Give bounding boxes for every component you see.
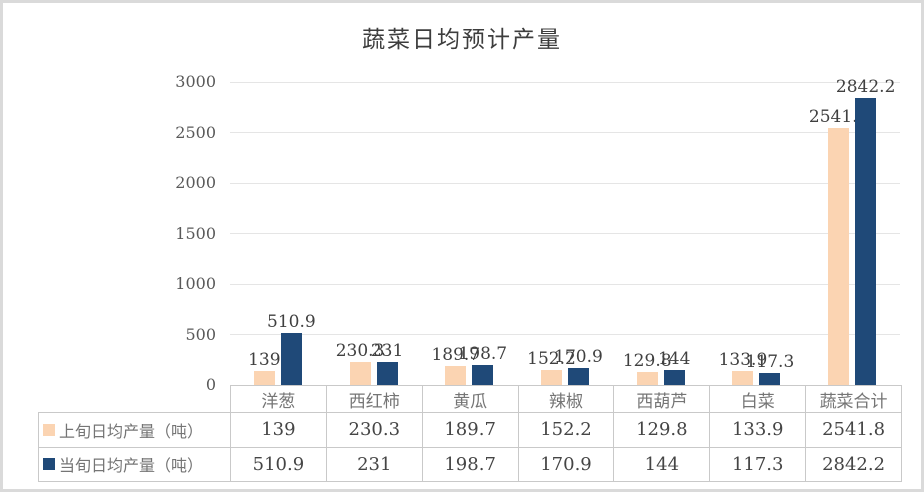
y-axis-tick-label: 1000: [175, 274, 216, 293]
bar: [732, 371, 754, 385]
gridline: [230, 334, 900, 335]
bar-value-label: 152.2: [527, 348, 576, 369]
table-value-cell: 144: [614, 447, 711, 482]
bar-value-label: 198.7: [458, 343, 508, 364]
bar-value-label: 510.9: [267, 312, 316, 333]
category-label: 蔬菜合计: [806, 386, 902, 413]
bar: [376, 361, 398, 385]
bar-value-label: 231: [370, 340, 404, 361]
category-label: 辣椒: [519, 386, 615, 413]
category-label: 白菜: [710, 386, 807, 413]
bar-value-label: 2842.2: [835, 76, 896, 97]
table-value-cell: 230.3: [326, 413, 423, 448]
category-label: 西葫芦: [614, 386, 711, 413]
bar: [855, 97, 877, 385]
gridline: [230, 233, 900, 234]
bar: [636, 371, 658, 385]
category-label: 西红柿: [327, 386, 423, 413]
bar: [472, 364, 494, 385]
table-value-cell: 139: [231, 413, 327, 448]
y-axis-tick-label: 2000: [175, 173, 216, 192]
bar-value-label: 139: [248, 349, 281, 370]
table-value-cell: 510.9: [231, 447, 327, 482]
legend-cell: 当旬日均产量（吨）: [39, 447, 231, 482]
legend-cell: 上旬日均产量（吨）: [39, 413, 231, 448]
table-value-cell: 133.9: [710, 413, 807, 448]
bar-value-label: 117.3: [745, 352, 795, 373]
bar-value-label: 2541.8: [808, 107, 869, 128]
bar: [541, 369, 562, 385]
legend-swatch: [43, 423, 55, 436]
bar-value-label: 133.9: [718, 350, 768, 371]
bar: [663, 370, 685, 385]
y-axis-tick-label: 500: [185, 324, 216, 344]
bar-value-label: 230.3: [335, 340, 385, 361]
table-value-cell: 2842.2: [806, 447, 902, 482]
table-value-cell: 198.7: [422, 447, 519, 482]
data-table: 上旬日均产量（吨） 139 230.3 189.7 152.2 129.8 133.9 254…: [38, 412, 902, 482]
table-value-cell: 152.2: [518, 413, 615, 448]
legend-series-label: 当旬日均产量（吨）: [59, 456, 204, 476]
table-value-cell: 170.9: [518, 447, 615, 482]
legend-swatch: [43, 458, 55, 471]
bar: [445, 365, 467, 385]
y-axis-tick-label: 0: [205, 375, 216, 394]
bar-value-label: 189.7: [431, 344, 481, 365]
bar: [828, 128, 850, 385]
chart-title: 蔬菜日均预计产量: [362, 27, 562, 53]
table-value-cell: 129.8: [614, 413, 711, 448]
gridline: [230, 283, 900, 285]
gridline: [230, 132, 900, 133]
category-label: 黄瓜: [423, 386, 519, 413]
bar: [280, 333, 302, 385]
gridline: [230, 81, 900, 83]
legend-series-label: 上旬日均产量（吨）: [59, 421, 204, 441]
gridline: [230, 182, 900, 184]
bar: [759, 373, 781, 385]
bar-value-label: 129.8: [622, 350, 672, 371]
table-value-cell: 189.7: [422, 413, 519, 448]
category-label: 洋葱: [231, 386, 327, 413]
y-axis-tick-label: 3000: [175, 72, 216, 91]
y-axis-tick-label: 1500: [175, 223, 216, 243]
bar: [568, 367, 589, 385]
bar: [349, 361, 371, 385]
table-value-cell: 231: [326, 447, 423, 482]
bar-value-label: 144: [657, 349, 691, 370]
table-value-cell: 2541.8: [806, 413, 902, 448]
y-axis-tick-label: 2500: [175, 122, 216, 142]
bar-value-label: 170.9: [554, 346, 603, 367]
table-value-cell: 117.3: [710, 447, 807, 482]
bar: [253, 370, 275, 385]
category-axis-row: 洋葱 西红柿 黄瓜 辣椒 西葫芦 白菜 蔬菜合计: [230, 385, 902, 413]
